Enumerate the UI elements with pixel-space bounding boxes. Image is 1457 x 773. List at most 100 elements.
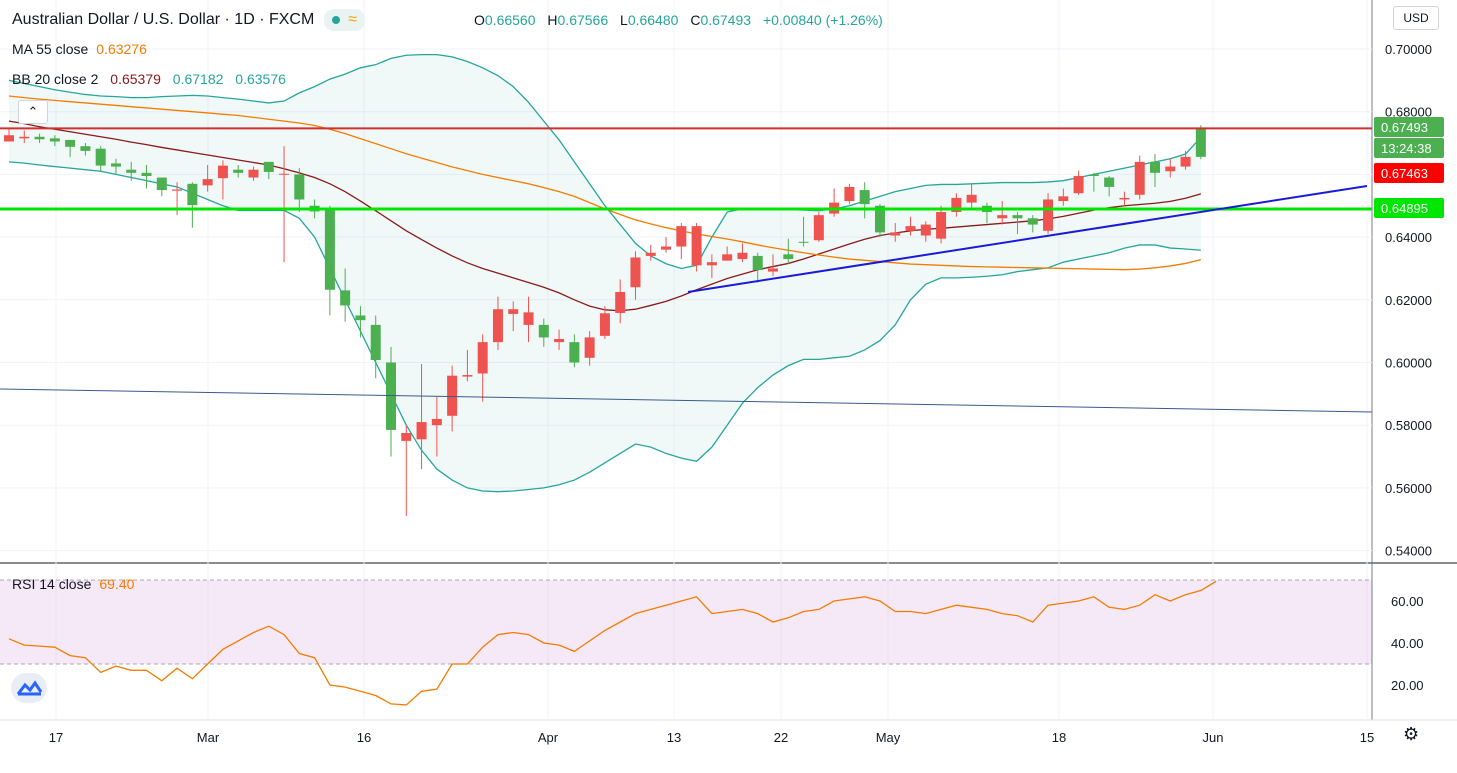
candle-body	[798, 241, 809, 243]
candle-body	[370, 324, 381, 360]
bb-legend[interactable]: BB 20 close 2 0.65379 0.67182 0.63576	[12, 71, 286, 87]
tradingview-logo[interactable]	[11, 673, 47, 703]
candle-body	[492, 309, 503, 343]
rsi-tick-label: 60.00	[1391, 594, 1424, 609]
chart-header: Australian Dollar / U.S. Dollar · 1D · F…	[12, 9, 366, 31]
candle-body	[599, 313, 610, 336]
ma-name: MA 55 close	[12, 41, 89, 57]
candle-body	[462, 375, 473, 377]
candle-body	[294, 174, 305, 200]
candle-body	[447, 375, 458, 416]
candle-body	[997, 215, 1008, 219]
candle-body	[676, 226, 687, 247]
price-tick-label: 0.64000	[1385, 230, 1432, 245]
time-tick-label: 16	[357, 730, 371, 745]
candle-body	[966, 194, 977, 203]
candle-body	[554, 338, 565, 343]
candle-body	[859, 190, 870, 205]
currency-button[interactable]: USD	[1393, 6, 1439, 30]
low-label: L	[620, 12, 628, 28]
candle-body	[141, 172, 152, 176]
candle-body	[752, 255, 763, 271]
green-price-label: 0.64895	[1381, 201, 1428, 216]
candle-body	[1104, 177, 1115, 187]
red-price-label-bg	[1374, 163, 1444, 183]
bb-upper-line	[8, 53, 1202, 270]
price-tick-label: 0.54000	[1385, 544, 1432, 559]
candle-body	[691, 226, 702, 266]
bb-lower-line	[8, 161, 1201, 493]
candle-body	[431, 418, 442, 426]
candle-body	[920, 224, 931, 236]
candle-body	[523, 312, 534, 325]
time-axis[interactable]: 17 Mar 16 Apr 13 22 May 18 Jun 15	[49, 730, 1374, 745]
candle-body	[172, 189, 183, 191]
candle-body	[1165, 166, 1176, 172]
candle-body	[844, 186, 855, 202]
ma-value: 0.63276	[96, 41, 147, 57]
price-axis[interactable]: 0.700000.680000.660000.640000.620000.600…	[1374, 42, 1444, 559]
drawing-lines[interactable]	[0, 127, 1373, 413]
candle-body	[4, 135, 14, 142]
candle-body	[905, 226, 916, 231]
time-tick-label: 18	[1052, 730, 1066, 745]
candle-body	[1027, 218, 1038, 225]
candle-body	[156, 177, 167, 191]
candle-body	[630, 257, 641, 288]
red-price-label: 0.67463	[1381, 166, 1428, 181]
collapse-legend-button[interactable]: ⌃	[18, 100, 48, 124]
candle-body	[1088, 174, 1099, 176]
candle-body	[477, 342, 488, 374]
market-open-icon	[332, 16, 341, 24]
candle-body	[110, 163, 121, 167]
gear-icon[interactable]: ⚙	[1403, 724, 1420, 744]
logo-icon	[16, 680, 43, 696]
rsi-pane: 60.00 40.00 20.00	[0, 579, 1424, 706]
candle-body	[584, 337, 595, 358]
candle-body	[248, 169, 259, 178]
candle-body	[813, 215, 824, 241]
candle-body	[355, 315, 366, 321]
chevron-up-icon: ⌃	[27, 104, 39, 119]
green-price-label-bg	[1374, 198, 1444, 218]
candle-body	[187, 183, 198, 206]
close-value: 0.67493	[700, 12, 752, 28]
candle-body	[95, 148, 106, 166]
candle-body	[1012, 215, 1023, 219]
ma-legend[interactable]: MA 55 close 0.63276	[12, 41, 147, 57]
bb-lower-value: 0.63576	[235, 71, 286, 87]
candle-body	[951, 197, 962, 213]
rsi-value: 69.40	[99, 576, 135, 592]
high-label: H	[547, 12, 558, 28]
candle-body	[386, 362, 396, 430]
time-tick-label: Apr	[538, 730, 559, 745]
candle-body	[34, 136, 45, 140]
candle-body	[340, 290, 351, 306]
grid-lines	[0, 0, 1457, 721]
candle-body	[49, 138, 60, 142]
price-tick-label: 0.68000	[1385, 105, 1432, 120]
rsi-legend[interactable]: RSI 14 close 69.40	[12, 576, 134, 592]
price-tick-label: 0.56000	[1385, 481, 1432, 496]
rsi-name: RSI 14 close	[12, 576, 92, 592]
candle-body	[279, 173, 290, 175]
candle-body	[217, 165, 228, 179]
change-value: +0.00840 (+1.26%)	[762, 12, 883, 28]
rsi-line	[8, 580, 1217, 706]
trend-line	[687, 185, 1368, 293]
open-label: O	[474, 12, 485, 28]
time-tick-label: 22	[774, 730, 788, 745]
candle-body	[233, 169, 244, 173]
candle-body	[1180, 156, 1191, 167]
candle-body	[783, 254, 794, 260]
candle-body	[416, 422, 427, 440]
candle-body	[936, 212, 947, 239]
candle-body	[569, 342, 580, 363]
candle-body	[1043, 199, 1054, 231]
high-value: 0.67566	[557, 12, 609, 28]
candle-body	[615, 291, 626, 313]
long-trend-line	[0, 388, 1373, 413]
rsi-tick-label: 40.00	[1391, 636, 1424, 651]
status-pill[interactable]: ≈	[324, 9, 366, 31]
